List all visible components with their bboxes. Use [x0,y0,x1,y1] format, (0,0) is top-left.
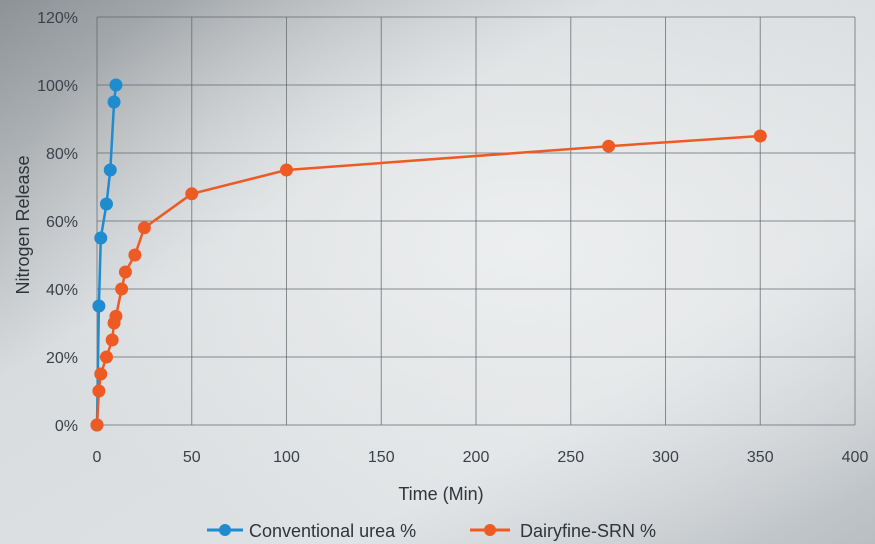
data-point-conventional-urea [103,163,117,177]
data-point-dairyfine-srn [280,163,293,177]
y-tick-label: 20% [46,350,78,367]
legend-item-dairyfine-srn: Dairyfine-SRN % [470,521,656,541]
data-point-dairyfine-srn [90,418,104,432]
x-tick-label: 400 [842,449,869,466]
data-point-dairyfine-srn [115,282,129,296]
data-point-dairyfine-srn [753,129,767,143]
data-point-dairyfine-srn [94,367,108,381]
series-layer [90,78,767,432]
x-tick-label: 300 [652,449,679,466]
x-tick-label: 200 [463,449,490,466]
data-point-dairyfine-srn [602,139,616,153]
legend-label-dairyfine-srn: Dairyfine-SRN % [520,521,656,541]
y-tick-label: 80% [46,146,78,163]
y-tick-label: 0% [55,418,78,435]
legend-marker-dairyfine-srn [484,524,496,536]
y-tick-label: 60% [46,214,78,231]
data-point-dairyfine-srn [128,248,142,262]
x-tick-label: 50 [183,449,201,466]
x-axis-label: Time (Min) [398,484,483,504]
data-point-conventional-urea [92,299,106,313]
data-point-conventional-urea [107,95,121,109]
legend: Conventional urea % Dairyfine-SRN % [207,521,656,541]
y-tick-label: 120% [37,10,78,27]
x-tick-label: 350 [747,449,774,466]
data-point-dairyfine-srn [92,384,106,398]
y-axis-label: Nitrogen Release [13,155,33,294]
x-tick-label: 0 [93,449,102,466]
data-point-dairyfine-srn [109,309,123,323]
data-point-conventional-urea [94,231,108,245]
x-tick-label: 100 [273,449,300,466]
data-point-dairyfine-srn [137,221,151,235]
y-tick-label: 100% [37,78,78,95]
series-dairyfine-srn [90,129,767,432]
data-point-conventional-urea [99,197,113,211]
data-point-conventional-urea [109,78,123,92]
data-point-dairyfine-srn [185,187,199,201]
legend-label-conventional-urea: Conventional urea % [249,521,416,541]
x-tick-labels: 0 50 100 150 200 250 300 350 400 [93,449,869,466]
y-tick-labels: 0% 20% 40% 60% 80% 100% 120% [37,10,78,435]
y-tick-label: 40% [46,282,78,299]
data-point-dairyfine-srn [118,265,132,279]
data-point-dairyfine-srn [105,333,119,347]
data-point-dairyfine-srn [99,350,113,364]
x-tick-label: 250 [557,449,584,466]
legend-item-conventional-urea: Conventional urea % [207,521,416,541]
legend-marker-conventional-urea [219,524,231,536]
grid-lines [96,16,856,426]
x-tick-label: 150 [368,449,395,466]
